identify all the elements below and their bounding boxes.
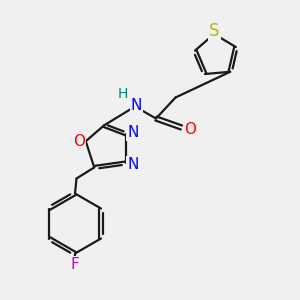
- Text: O: O: [184, 122, 196, 136]
- Text: N: N: [128, 157, 139, 172]
- Text: F: F: [70, 257, 80, 272]
- Text: H: H: [117, 87, 128, 101]
- Text: O: O: [73, 134, 85, 149]
- Text: S: S: [209, 22, 219, 40]
- Text: N: N: [128, 125, 139, 140]
- Text: N: N: [131, 98, 142, 112]
